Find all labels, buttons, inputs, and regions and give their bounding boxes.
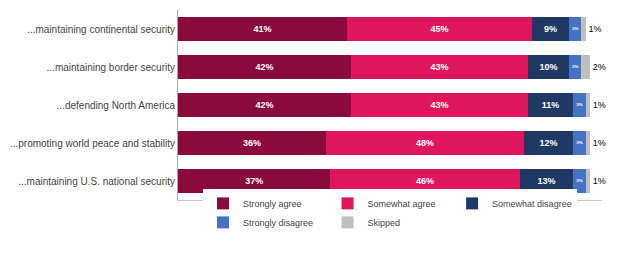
svg-text:...maintaining U.S. national s: ...maintaining U.S. national security (18, 176, 175, 187)
svg-text:Strongly agree: Strongly agree (243, 199, 302, 209)
svg-text:3%: 3% (576, 102, 582, 107)
svg-text:1%: 1% (593, 176, 606, 186)
svg-text:Skipped: Skipped (368, 218, 401, 228)
svg-text:36%: 36% (243, 138, 261, 148)
svg-text:11%: 11% (542, 100, 560, 110)
svg-text:12%: 12% (539, 138, 557, 148)
svg-text:3%: 3% (576, 178, 582, 183)
svg-text:...maintaining border security: ...maintaining border security (47, 62, 175, 73)
svg-text:3%: 3% (576, 140, 582, 145)
svg-text:37%: 37% (245, 176, 263, 186)
svg-text:...defending North America: ...defending North America (57, 100, 176, 111)
svg-text:13%: 13% (537, 176, 555, 186)
svg-text:45%: 45% (430, 24, 448, 34)
svg-text:Somewhat disagree: Somewhat disagree (492, 199, 572, 209)
svg-text:46%: 46% (416, 176, 434, 186)
svg-text:...promoting world peace and s: ...promoting world peace and stability (10, 138, 175, 149)
svg-text:Strongly disagree: Strongly disagree (243, 218, 313, 228)
svg-text:1%: 1% (593, 100, 606, 110)
svg-text:Somewhat agree: Somewhat agree (368, 199, 436, 209)
svg-text:2%: 2% (593, 62, 606, 72)
svg-text:1%: 1% (589, 24, 602, 34)
svg-text:3%: 3% (572, 26, 578, 31)
svg-text:48%: 48% (416, 138, 434, 148)
svg-text:43%: 43% (430, 62, 448, 72)
svg-text:42%: 42% (255, 100, 273, 110)
svg-text:43%: 43% (430, 100, 448, 110)
svg-text:1%: 1% (593, 138, 606, 148)
svg-text:41%: 41% (253, 24, 271, 34)
svg-text:3%: 3% (572, 64, 578, 69)
svg-text:...maintaining continental sec: ...maintaining continental security (27, 24, 175, 35)
svg-text:9%: 9% (544, 24, 557, 34)
svg-text:10%: 10% (539, 62, 557, 72)
svg-text:42%: 42% (255, 62, 273, 72)
